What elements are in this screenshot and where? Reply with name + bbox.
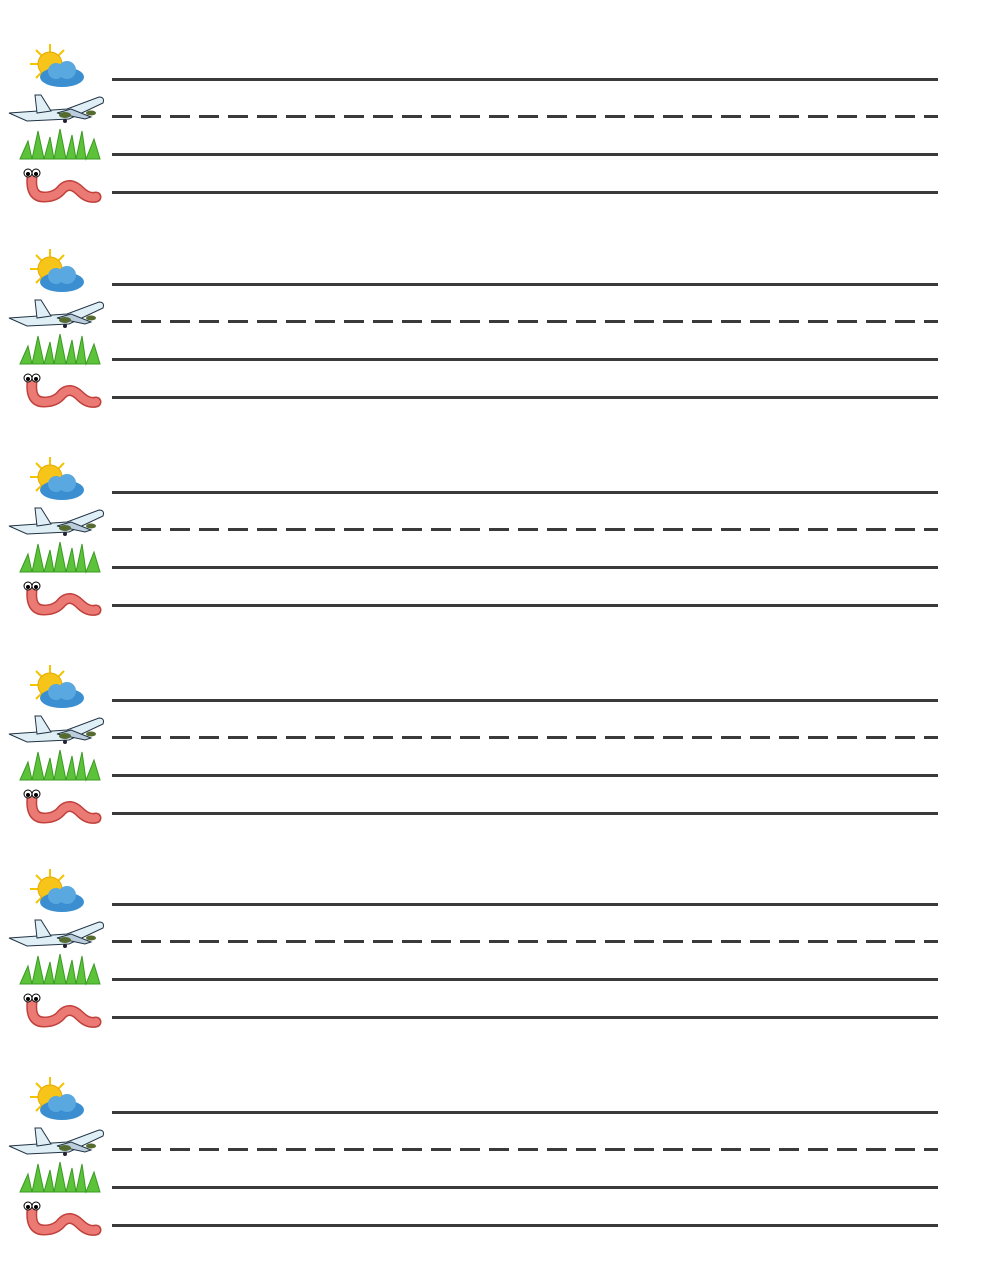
- writing-group: [0, 44, 1000, 238]
- worm-icon: [16, 580, 102, 625]
- midline-dashed: [112, 1148, 938, 1151]
- guide-line: [112, 699, 938, 702]
- worm-icon: [16, 992, 102, 1037]
- sun-cloud-icon: [22, 1075, 86, 1130]
- guide-line: [112, 1016, 938, 1019]
- sun-cloud-icon: [22, 663, 86, 718]
- grass-icon: [18, 952, 102, 991]
- guide-line: [112, 1224, 938, 1227]
- writing-group: [0, 1077, 1000, 1271]
- guide-line: [112, 978, 938, 981]
- guide-line: [112, 396, 938, 399]
- midline-dashed: [112, 736, 938, 739]
- sun-cloud-icon: [22, 455, 86, 510]
- guide-line: [112, 903, 938, 906]
- guide-line: [112, 358, 938, 361]
- guide-line: [112, 1186, 938, 1189]
- sun-cloud-icon: [22, 247, 86, 302]
- worm-icon: [16, 788, 102, 833]
- midline-dashed: [112, 320, 938, 323]
- midline-dashed: [112, 115, 938, 118]
- airplane-icon: [7, 712, 107, 751]
- writing-group: [0, 457, 1000, 651]
- worm-icon: [16, 1200, 102, 1245]
- guide-line: [112, 774, 938, 777]
- grass-icon: [18, 127, 102, 166]
- sun-cloud-icon: [22, 42, 86, 97]
- airplane-icon: [7, 296, 107, 335]
- airplane-icon: [7, 1124, 107, 1163]
- guide-line: [112, 1111, 938, 1114]
- midline-dashed: [112, 940, 938, 943]
- grass-icon: [18, 332, 102, 371]
- worm-icon: [16, 167, 102, 212]
- guide-line: [112, 604, 938, 607]
- airplane-icon: [7, 91, 107, 130]
- midline-dashed: [112, 528, 938, 531]
- grass-icon: [18, 1160, 102, 1199]
- grass-icon: [18, 540, 102, 579]
- guide-line: [112, 153, 938, 156]
- guide-line: [112, 566, 938, 569]
- guide-line: [112, 491, 938, 494]
- guide-line: [112, 812, 938, 815]
- writing-group: [0, 249, 1000, 443]
- airplane-icon: [7, 916, 107, 955]
- airplane-icon: [7, 504, 107, 543]
- writing-group: [0, 869, 1000, 1063]
- writing-group: [0, 665, 1000, 859]
- guide-line: [112, 78, 938, 81]
- guide-line: [112, 191, 938, 194]
- guide-line: [112, 283, 938, 286]
- grass-icon: [18, 748, 102, 787]
- worm-icon: [16, 372, 102, 417]
- sun-cloud-icon: [22, 867, 86, 922]
